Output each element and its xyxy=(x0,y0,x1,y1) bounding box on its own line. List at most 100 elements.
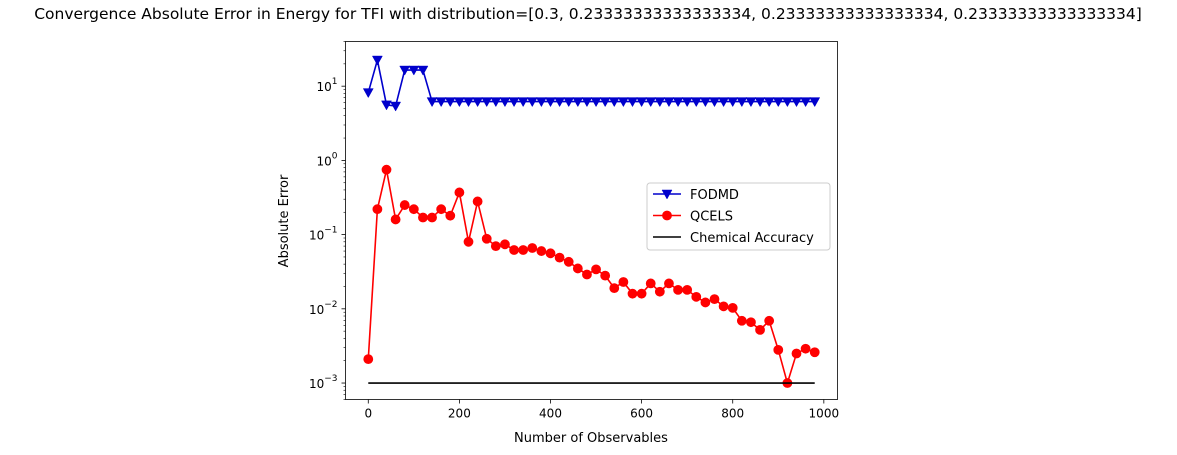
fodmd-point xyxy=(809,97,821,108)
x-tick-label: 0 xyxy=(364,407,372,421)
qcels-point xyxy=(372,204,383,215)
fodmd-point xyxy=(727,97,739,108)
qcels-point xyxy=(791,348,802,359)
qcels-point xyxy=(645,278,656,289)
fodmd-point xyxy=(709,97,720,108)
y-tick-base: 10 xyxy=(316,80,331,94)
fodmd-point xyxy=(763,97,775,108)
legend-qcels-label: QCELS xyxy=(690,210,733,225)
fodmd-point xyxy=(627,97,638,108)
qcels-point xyxy=(418,212,428,223)
qcels-point xyxy=(363,354,374,365)
qcels-point xyxy=(809,347,820,358)
fodmd-point xyxy=(645,97,657,108)
qcels-point xyxy=(545,248,556,259)
fodmd-point xyxy=(381,100,392,111)
qcels-point xyxy=(572,263,583,274)
plot-frame xyxy=(345,41,838,400)
fodmd-point xyxy=(581,97,593,108)
fodmd-point xyxy=(636,97,648,108)
qcels-point xyxy=(591,264,601,275)
y-tick-exponent: 0 xyxy=(332,151,338,161)
fodmd-point xyxy=(490,97,502,108)
series-layer xyxy=(362,55,821,388)
chart-title: Convergence Absolute Error in Energy for… xyxy=(34,5,1142,23)
fodmd-point xyxy=(800,97,812,108)
qcels-point xyxy=(636,288,647,299)
qcels-point xyxy=(764,315,775,326)
x-tick-label: 200 xyxy=(448,407,471,421)
fodmd-point xyxy=(772,97,784,108)
y-tick-exponent: 1 xyxy=(332,77,338,87)
fodmd-point xyxy=(399,65,411,76)
fodmd-point xyxy=(499,97,511,108)
qcels-point xyxy=(582,269,592,280)
qcels-point xyxy=(618,277,629,287)
fodmd-point xyxy=(408,65,420,76)
qcels-point xyxy=(700,297,711,308)
y-tick-label: 10−3 xyxy=(309,374,338,391)
fodmd-point xyxy=(463,97,474,108)
legend-chemical-accuracy-label: Chemical Accuracy xyxy=(690,231,814,246)
fodmd-point xyxy=(663,97,675,108)
legend-fodmd-label: FODMD xyxy=(690,188,739,203)
qcels-point xyxy=(509,245,519,255)
qcels-point xyxy=(682,284,693,295)
fodmd-point xyxy=(435,97,447,108)
y-tick-label: 10−1 xyxy=(309,226,338,243)
qcels-point xyxy=(727,302,738,313)
qcels-point xyxy=(527,243,538,253)
fodmd-point xyxy=(699,97,711,108)
x-axis: 0 200 400 600 800 1000 xyxy=(364,399,840,421)
fodmd-point xyxy=(599,97,611,108)
qcels-point xyxy=(563,256,574,267)
qcels-point xyxy=(718,301,729,312)
qcels-point xyxy=(518,245,529,255)
qcels-point xyxy=(691,291,702,302)
fodmd-point xyxy=(508,97,520,108)
qcels-point xyxy=(773,344,784,355)
qcels-point xyxy=(445,210,456,221)
qcels-point xyxy=(755,324,765,335)
fodmd-point xyxy=(754,97,766,108)
y-tick-base: 10 xyxy=(309,229,324,243)
y-tick-base: 10 xyxy=(316,154,331,168)
fodmd-point xyxy=(517,97,529,108)
fodmd-point xyxy=(736,97,748,108)
fodmd-point xyxy=(426,97,438,108)
fodmd-point xyxy=(617,97,629,108)
qcels-point xyxy=(427,212,437,223)
legend-box xyxy=(646,182,831,251)
fodmd-point xyxy=(472,97,484,108)
qcels-point xyxy=(746,317,756,328)
qcels-point xyxy=(536,246,547,256)
y-tick-exponent: −3 xyxy=(324,374,337,384)
legend-fodmd-marker xyxy=(661,189,673,200)
y-tick-exponent: −1 xyxy=(324,226,337,236)
fodmd-point xyxy=(554,97,566,108)
qcels-point xyxy=(736,315,747,326)
y-tick-exponent: −2 xyxy=(324,300,337,310)
qcels-point xyxy=(627,288,638,299)
qcels-point xyxy=(664,278,674,289)
fodmd-point xyxy=(417,65,429,76)
qcels-point xyxy=(709,294,720,305)
qcels-point xyxy=(490,241,501,252)
x-tick-label: 1000 xyxy=(809,407,840,421)
fodmd-point xyxy=(608,97,620,108)
qcels-point xyxy=(673,284,683,295)
x-tick-label: 400 xyxy=(539,407,562,421)
fodmd-point xyxy=(362,88,374,99)
fodmd-point xyxy=(672,97,684,108)
qcels-point xyxy=(609,283,620,294)
y-tick-label: 100 xyxy=(316,151,337,168)
fodmd-point xyxy=(545,97,556,108)
legend-qcels-marker xyxy=(662,210,672,221)
qcels-point xyxy=(436,204,447,215)
legend: FODMD QCELS Chemical Accuracy xyxy=(646,182,831,251)
qcels-point xyxy=(500,239,510,250)
y-tick-base: 10 xyxy=(309,377,324,391)
fodmd-point xyxy=(535,97,547,108)
fodmd-point xyxy=(781,97,793,108)
